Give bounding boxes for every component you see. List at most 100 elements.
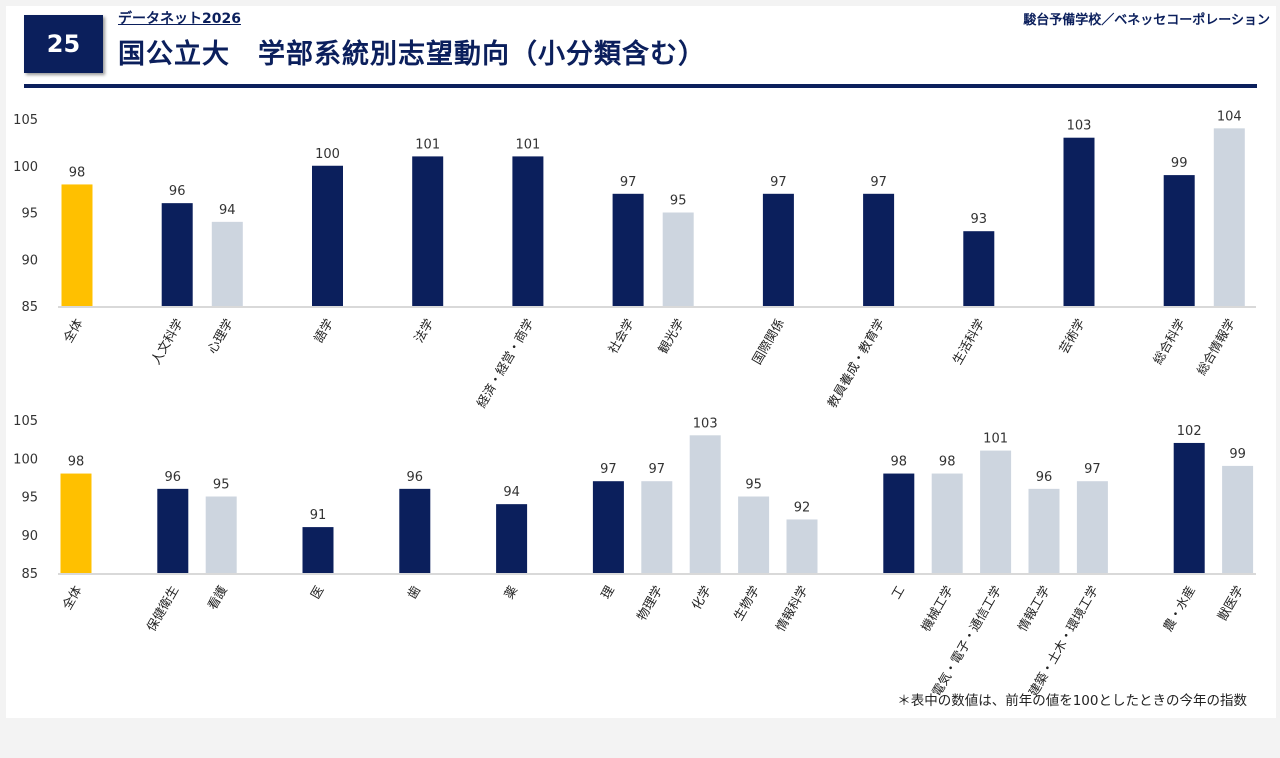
x-tick-label: 理 [598,583,617,602]
data-label: 98 [69,165,86,180]
bar [61,184,93,306]
data-label: 92 [794,500,811,515]
bar [689,435,721,573]
y-tick-label: 90 [21,529,38,544]
bar [738,496,770,573]
data-label: 103 [693,416,718,431]
x-tick-label: 人文科学 [148,316,186,367]
data-label: 94 [219,203,236,218]
bar [662,212,694,306]
y-tick-label: 100 [13,160,38,175]
bar [302,527,334,573]
bar [592,481,624,573]
x-tick-label: 全体 [60,316,86,346]
x-tick-label: 物理学 [634,583,666,623]
data-label: 97 [649,462,666,477]
data-label: 97 [870,175,887,190]
bar [612,193,644,306]
data-label: 98 [891,455,908,470]
bar [1213,128,1245,306]
x-tick-label: 機械工学 [918,583,956,634]
x-tick-label: 生活科学 [949,316,987,367]
bar [883,473,915,573]
x-tick-label: 経済・経営・商学 [473,316,536,410]
y-tick-label: 90 [21,253,38,268]
x-tick-label: 生物学 [730,583,762,623]
bar [211,221,243,306]
x-tick-label: 社会学 [605,316,637,356]
data-label: 91 [310,508,327,523]
x-tick-label: 農・水産 [1160,583,1198,634]
data-label: 96 [169,184,186,199]
data-label: 94 [503,485,520,500]
bar [1063,137,1095,306]
x-tick-label: 情報工学 [1015,583,1053,634]
data-label: 103 [1067,119,1092,134]
title-rule [24,84,1257,88]
data-label: 101 [415,137,440,152]
bar [641,481,673,573]
bar [312,165,343,306]
x-tick-label: 芸術学 [1056,316,1088,356]
bar [205,496,237,573]
x-tick-label: 工 [888,583,907,601]
data-label: 98 [939,455,956,470]
data-label: 104 [1217,109,1242,124]
bar [1222,465,1254,573]
data-label: 93 [971,212,988,227]
bar [1163,175,1195,306]
data-label: 97 [1084,462,1101,477]
x-tick-label: 全体 [59,583,85,613]
bar [762,193,794,306]
data-label: 102 [1177,424,1202,439]
y-tick-label: 85 [21,567,38,582]
bar [60,473,92,573]
data-label: 97 [770,175,787,190]
bar [863,193,895,306]
data-label: 95 [670,194,687,209]
bar [496,504,528,573]
data-label: 96 [1036,470,1053,485]
x-tick-label: 教員養成・教育学 [824,316,887,410]
y-tick-label: 95 [21,207,38,222]
bar [1076,481,1108,573]
x-tick-label: 観光学 [655,316,687,356]
x-tick-label: 総合情報学 [1194,316,1238,378]
bar [786,519,818,573]
x-tick-label: 総合科学 [1150,316,1188,367]
y-tick-label: 105 [13,414,38,429]
y-tick-label: 95 [21,491,38,506]
x-tick-label: 心理学 [204,316,236,356]
x-tick-label: 情報科学 [773,583,811,634]
data-label: 99 [1229,447,1246,462]
x-tick-label: 薬 [501,583,520,602]
page-title: 国公立大 学部系統別志望動向（小分類含む） [118,39,706,70]
bar [931,473,963,573]
x-tick-label: 看護 [204,583,230,613]
bar [157,488,189,573]
x-tick-label: 国際関係 [749,316,787,367]
x-tick-label: 法学 [411,316,436,345]
publisher: 駿台予備学校／ベネッセコーポレーション [1023,13,1270,28]
bar [1028,488,1060,573]
bar [412,156,444,306]
bar [1173,442,1205,573]
bar [399,488,431,573]
x-tick-label: 保健衛生 [143,583,181,634]
slide-number: 25 [24,15,103,73]
data-label: 96 [165,470,182,485]
data-label: 100 [315,147,340,162]
data-label: 99 [1171,156,1188,171]
data-label: 95 [745,478,762,493]
footnote: ＊表中の数値は、前年の値を100としたときの今年の指数 [897,693,1247,709]
data-label: 101 [515,137,540,152]
data-label: 97 [600,462,617,477]
data-label: 97 [620,175,637,190]
bar [980,450,1012,573]
bar [512,156,544,306]
data-label: 95 [213,478,230,493]
x-tick-label: 語学 [311,316,336,345]
bar [963,231,995,306]
x-tick-label: 医 [307,583,326,601]
